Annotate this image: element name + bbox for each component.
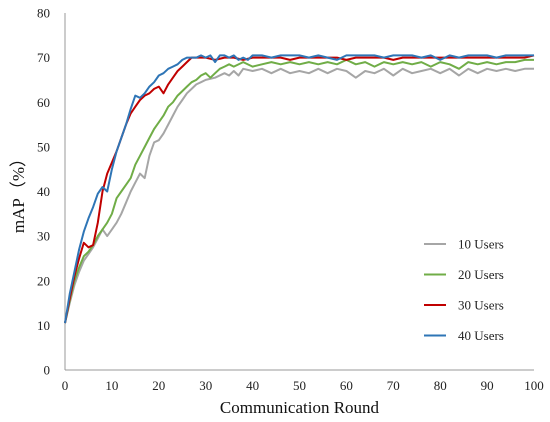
x-tick-label: 80: [434, 378, 447, 393]
legend-label: 30 Users: [458, 298, 504, 313]
y-tick-label: 10: [37, 318, 50, 333]
y-tick-label: 40: [37, 184, 50, 199]
x-axis-title: Communication Round: [220, 398, 380, 417]
x-tick-label: 40: [246, 378, 259, 393]
legend: 10 Users 20 Users 30 Users 40 Users: [424, 237, 504, 343]
x-tick-label: 0: [62, 378, 69, 393]
y-tick-label: 0: [44, 363, 51, 378]
y-tick-label: 70: [37, 50, 50, 65]
x-tick-label: 90: [481, 378, 494, 393]
legend-label: 10 Users: [458, 237, 504, 252]
x-tick-label: 100: [524, 378, 544, 393]
series-line-40-users: [64, 54, 534, 324]
y-tick-label: 50: [37, 139, 50, 154]
x-tick-label: 20: [152, 378, 165, 393]
y-axis-title: mAP（%）: [9, 150, 28, 233]
legend-label: 20 Users: [458, 267, 504, 282]
y-tick-label: 60: [37, 95, 50, 110]
x-tick-label: 10: [105, 378, 118, 393]
y-axis-ticks: 0 10 20 30 40 50 60 70 80: [37, 6, 50, 378]
x-tick-label: 60: [340, 378, 353, 393]
axes: [64, 13, 534, 371]
y-tick-label: 30: [37, 229, 50, 244]
series-line-10-users: [64, 67, 534, 324]
series-lines: [64, 54, 535, 324]
y-tick-label: 20: [37, 273, 50, 288]
legend-label: 40 Users: [458, 328, 504, 343]
series-line-20-users: [64, 58, 534, 324]
y-tick-label: 80: [37, 6, 50, 21]
x-tick-label: 50: [293, 378, 306, 393]
x-tick-label: 30: [199, 378, 212, 393]
x-axis-ticks: 0 10 20 30 40 50 60 70 80 90 100: [62, 378, 544, 393]
x-tick-label: 70: [387, 378, 400, 393]
